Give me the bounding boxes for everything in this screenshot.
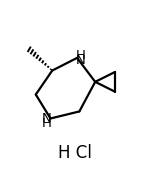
Text: N: N bbox=[42, 112, 52, 125]
Text: N: N bbox=[76, 54, 86, 67]
Text: H: H bbox=[76, 48, 86, 61]
Text: H: H bbox=[42, 117, 52, 130]
Text: H Cl: H Cl bbox=[58, 144, 92, 162]
